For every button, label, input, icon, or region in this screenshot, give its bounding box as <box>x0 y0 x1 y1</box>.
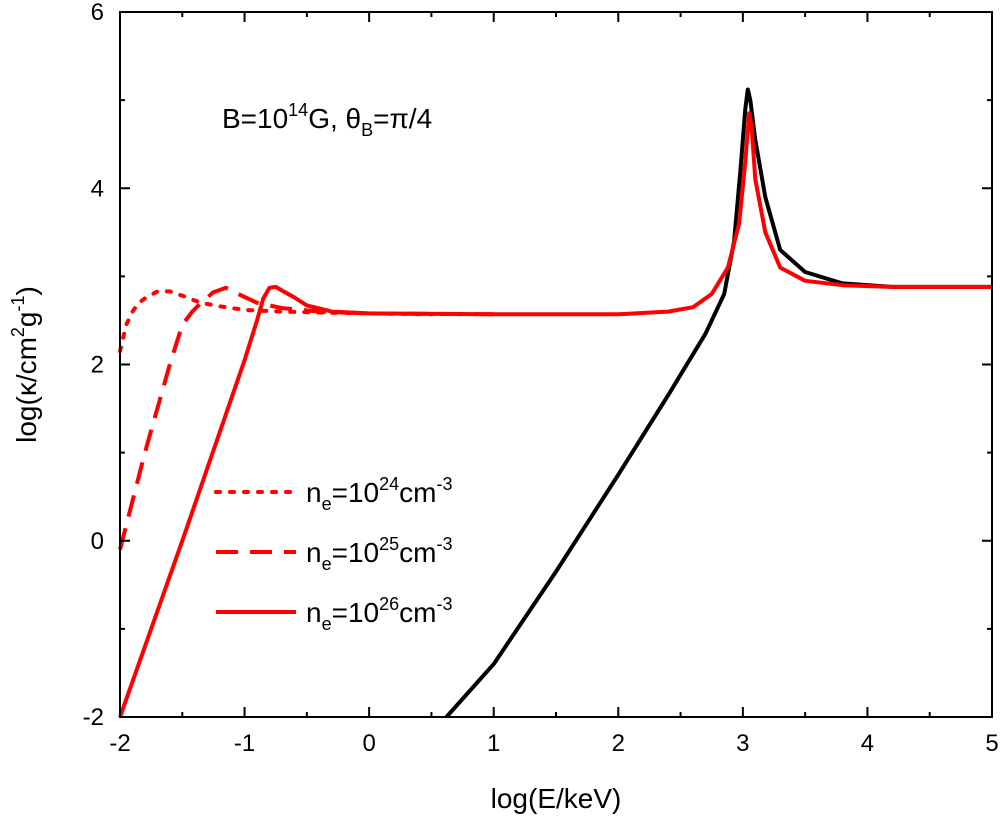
x-tick-label: 5 <box>985 730 998 757</box>
series-line <box>118 289 434 354</box>
x-tick-label: 1 <box>487 730 500 757</box>
x-axis-label: log(E/keV) <box>491 783 622 814</box>
x-tick-label: 2 <box>612 730 625 757</box>
series-line <box>118 285 494 551</box>
y-axis-label: log(κ/cm2g-1) <box>8 286 42 443</box>
x-tick-label: 4 <box>861 730 874 757</box>
x-tick-label: -2 <box>109 730 130 757</box>
legend-label: ne=1025cm-3 <box>306 534 452 574</box>
legend-label: ne=1026cm-3 <box>306 594 452 634</box>
x-tick-label: 3 <box>736 730 749 757</box>
y-tick-label: 0 <box>91 528 104 555</box>
x-tick-label: -1 <box>234 730 255 757</box>
y-tick-label: 6 <box>91 0 104 26</box>
y-tick-label: -2 <box>83 704 104 731</box>
axis-ticks: -2 -1 0 1 2 3 4 5 -2 0 2 4 6 <box>83 0 999 757</box>
field-annotation: B=1014G, θB=π/4 <box>222 100 432 140</box>
legend: ne=1024cm-3 ne=1025cm-3 ne=1026cm-3 <box>214 474 452 634</box>
legend-label: ne=1024cm-3 <box>306 474 452 514</box>
series-line <box>118 111 992 718</box>
x-tick-label: 0 <box>362 730 375 757</box>
plot-lines <box>118 87 992 719</box>
y-tick-label: 4 <box>91 175 104 202</box>
series-line <box>444 87 992 719</box>
y-tick-label: 2 <box>91 352 104 379</box>
